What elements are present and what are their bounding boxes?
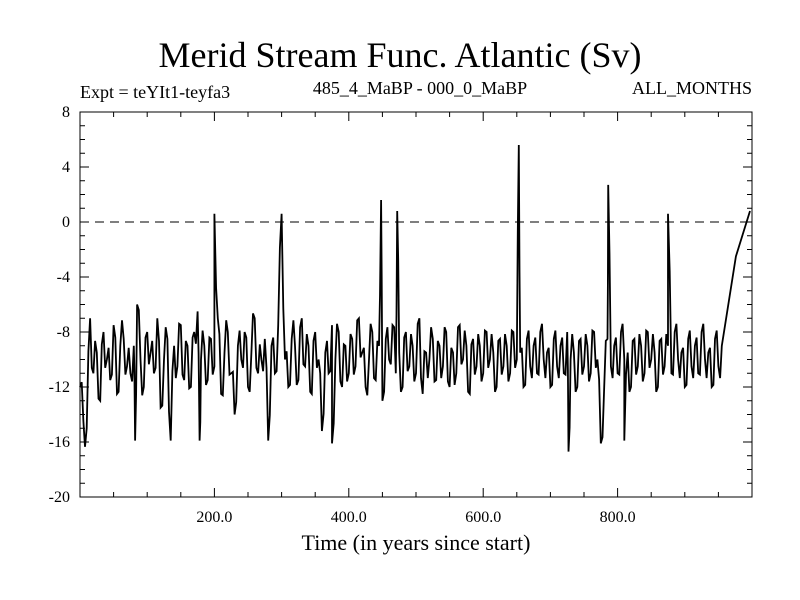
x-tick-label: 400.0 — [331, 509, 367, 526]
y-tick-label: -12 — [49, 379, 70, 396]
period-label: 485_4_MaBP - 000_0_MaBP — [312, 78, 528, 98]
axis-ticks — [80, 111, 752, 498]
months-label: ALL_MONTHS — [632, 78, 752, 98]
y-tick-label: -8 — [57, 324, 70, 341]
x-tick-label: 800.0 — [600, 509, 636, 526]
y-tick-label: -20 — [49, 489, 70, 506]
plot-frame — [79, 111, 753, 498]
x-axis-label: Time (in years since start) — [301, 530, 531, 555]
y-tick-label: 8 — [62, 104, 70, 121]
experiment-label: Expt = teYIt1-teyfa3 — [80, 82, 231, 102]
x-tick-label: 600.0 — [465, 509, 501, 526]
y-tick-label: 4 — [62, 159, 70, 176]
y-tick-label: -16 — [49, 434, 70, 451]
chart-title: Merid Stream Func. Atlantic (Sv) — [158, 35, 642, 75]
x-tick-label: 200.0 — [196, 509, 232, 526]
series-line — [79, 144, 751, 452]
y-tick-label: 0 — [62, 214, 70, 231]
y-tick-label: -4 — [57, 269, 70, 286]
axis-tick-labels: 200.0 400.0 600.0 800.0 -20 -16 -12 -8 -4 0 4 8 — [49, 104, 636, 526]
